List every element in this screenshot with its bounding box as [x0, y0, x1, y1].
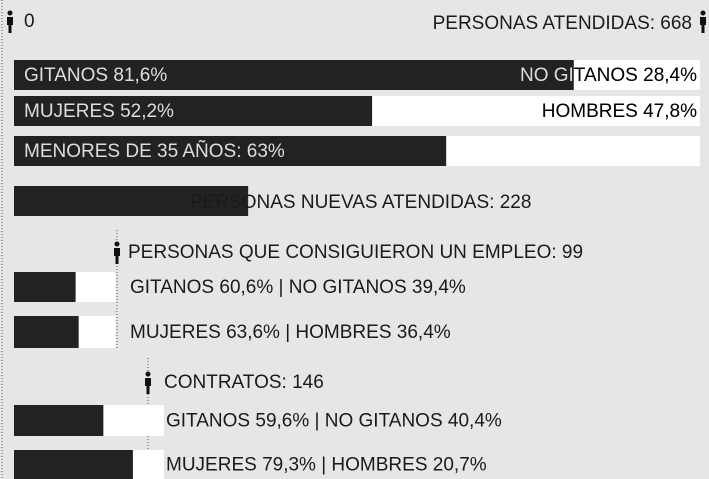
bar	[14, 96, 373, 126]
person-icon	[7, 10, 13, 33]
bar	[14, 272, 76, 302]
group-label: CONTRATOS: 146	[164, 372, 324, 393]
bar	[14, 316, 79, 348]
bar-label: NO GITANOS 28,4%	[520, 65, 697, 86]
total-label: PERSONAS ATENDIDAS: 668	[433, 13, 692, 34]
group-label: PERSONAS QUE CONSIGUIERON UN EMPLEO: 99	[128, 242, 583, 263]
new-label: PERSONAS NUEVAS ATENDIDAS: 228	[190, 192, 531, 213]
bar	[14, 136, 447, 166]
bar-label: MENORES DE 35 AÑOS: 63%	[24, 140, 285, 162]
bar	[14, 60, 574, 90]
row-label: MUJERES 79,3% | HOMBRES 20,7%	[166, 455, 487, 476]
bar	[14, 186, 249, 216]
bar	[14, 405, 104, 436]
bar-label: MUJERES 52,2%	[24, 101, 174, 122]
row-label: MUJERES 63,6% | HOMBRES 36,4%	[130, 322, 451, 343]
person-icon	[145, 371, 151, 394]
scale-start: 0	[24, 11, 35, 32]
bar-label: GITANOS 81,6%	[24, 65, 167, 86]
row-label: GITANOS 60,6% | NO GITANOS 39,4%	[130, 277, 466, 298]
person-icon	[114, 241, 120, 264]
bar-label: HOMBRES 47,8%	[542, 101, 697, 122]
person-icon	[700, 10, 706, 33]
row-label: GITANOS 59,6% | NO GITANOS 40,4%	[166, 411, 502, 432]
bar	[14, 450, 133, 479]
